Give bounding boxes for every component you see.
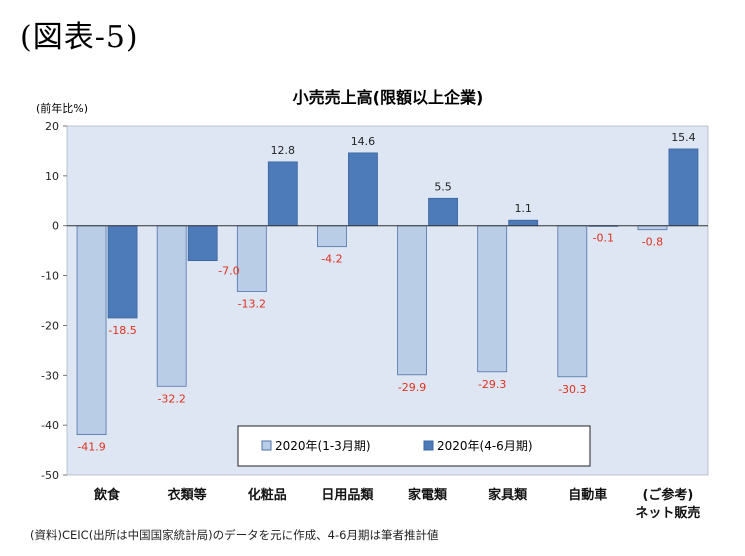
y-axis: 20 10 0 -10 -20 -30 -40 -50 bbox=[41, 120, 67, 482]
bar-series-2 bbox=[348, 152, 378, 227]
data-label: -32.2 bbox=[157, 392, 185, 405]
data-label: -0.1 bbox=[593, 232, 614, 245]
data-label: 15.4 bbox=[671, 131, 696, 144]
bar-series-2 bbox=[267, 161, 298, 227]
bar-series-2 bbox=[428, 197, 458, 227]
legend: 2020年(1-3月期) 2020年(4-6月期) bbox=[237, 425, 591, 467]
data-label: 12.8 bbox=[271, 144, 296, 157]
x-axis-labels: 飲食 衣類等 化粧品 日用品類 家電類 家具類 自動車 (ご参考) ネット販売 bbox=[93, 487, 700, 521]
y-tick-label: -50 bbox=[41, 469, 59, 482]
x-tick-label: 化粧品 bbox=[248, 487, 287, 503]
data-label: -4.2 bbox=[321, 253, 342, 266]
source-note: (資料)CEIC(出所は中国国家統計局)のデータを元に作成、4-6月期は筆者推計… bbox=[30, 528, 439, 542]
bar-series-1 bbox=[557, 225, 588, 378]
data-label: 1.1 bbox=[514, 202, 532, 215]
x-tick-label: 飲食 bbox=[93, 487, 121, 503]
x-tick-label: 家具類 bbox=[488, 487, 528, 503]
bar-series-2 bbox=[508, 219, 539, 227]
bar-series-2 bbox=[187, 225, 218, 262]
bar-series-1 bbox=[637, 225, 668, 231]
x-tick-label: 日用品類 bbox=[321, 488, 374, 503]
y-tick-label: -20 bbox=[41, 319, 59, 332]
x-tick-label: 家電類 bbox=[408, 487, 448, 503]
legend-label-series-1: 2020年(1-3月期) bbox=[275, 439, 371, 453]
bar-series-1 bbox=[397, 225, 427, 376]
data-label: -18.5 bbox=[108, 324, 136, 337]
bar-series-1 bbox=[317, 225, 347, 248]
data-label: -29.9 bbox=[398, 381, 426, 394]
y-tick-label: 20 bbox=[45, 120, 59, 133]
data-labels: -41.9 -32.2 -13.2 -4.2 -29.9 -29.3 -30.3 -0.8 -1… bbox=[77, 131, 695, 454]
legend-box bbox=[237, 425, 591, 467]
y-tick-label: -10 bbox=[41, 270, 59, 283]
y-tick-label: -40 bbox=[41, 419, 59, 432]
legend-swatch-series-1 bbox=[261, 440, 272, 451]
data-label: -41.9 bbox=[77, 441, 105, 454]
bar-series-1 bbox=[477, 225, 508, 373]
y-tick-label: 10 bbox=[45, 170, 59, 183]
data-label: -29.3 bbox=[478, 378, 506, 391]
bar-series-1 bbox=[76, 225, 107, 436]
data-label: -30.3 bbox=[558, 383, 586, 396]
y-axis-label: (前年比%) bbox=[36, 101, 88, 115]
data-label: 5.5 bbox=[434, 180, 452, 193]
data-label: -0.8 bbox=[642, 236, 663, 249]
legend-swatch-series-2 bbox=[423, 440, 434, 451]
bar-series-1 bbox=[156, 225, 187, 387]
series-1-bars bbox=[76, 225, 668, 436]
y-tick-label: 0 bbox=[52, 220, 59, 233]
data-label: -7.0 bbox=[218, 265, 239, 278]
y-tick-label: -30 bbox=[41, 369, 59, 382]
x-tick-label: 衣類等 bbox=[168, 487, 207, 503]
data-label: 14.6 bbox=[351, 135, 376, 148]
bar-series-2 bbox=[668, 148, 699, 227]
series-2-bars bbox=[107, 148, 699, 319]
legend-label-series-2: 2020年(4-6月期) bbox=[437, 439, 533, 453]
bar-series-1 bbox=[236, 225, 267, 292]
bar-series-2 bbox=[107, 225, 138, 319]
x-tick-label: 自動車 bbox=[568, 487, 607, 503]
figure-label: (図表-5) bbox=[20, 20, 139, 55]
data-label: -13.2 bbox=[238, 298, 266, 311]
x-tick-label: (ご参考) bbox=[642, 487, 693, 503]
chart-title: 小売売上高(限額以上企業) bbox=[293, 88, 484, 107]
x-tick-label: ネット販売 bbox=[635, 505, 700, 521]
